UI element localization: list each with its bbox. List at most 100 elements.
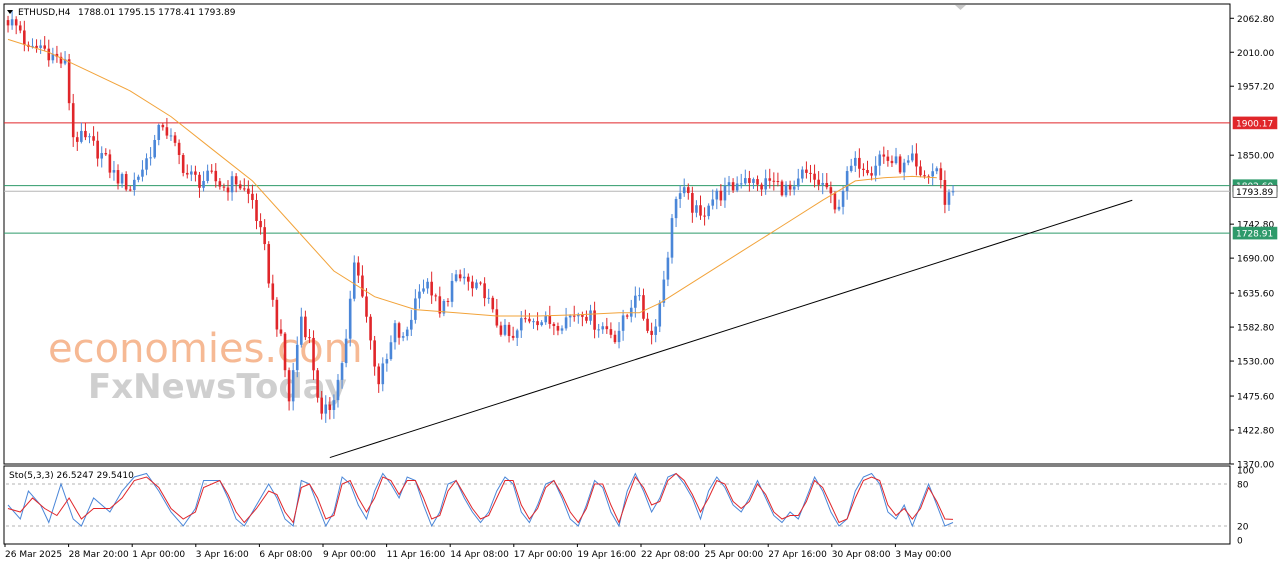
current-price-badge [1232, 184, 1278, 198]
time-tick-label: 14 Apr 08:00 [450, 550, 509, 560]
candle-body [161, 124, 165, 128]
collapse-triangle-icon[interactable] [7, 10, 13, 14]
candle-body [198, 174, 201, 188]
candle-body [80, 130, 83, 142]
candle-body [650, 330, 653, 335]
candle-body [397, 323, 401, 338]
candle-body [515, 330, 519, 338]
price-axis: 2062.802010.001957.201900.171850.001802.… [1230, 15, 1278, 471]
candle-body [870, 173, 873, 176]
time-tick-label: 3 Apr 16:00 [196, 550, 249, 560]
stochastic-signal-line [7, 472, 954, 524]
candle-body [385, 359, 389, 364]
candle-body [185, 172, 189, 175]
candle-body [348, 298, 352, 339]
price-tick-label: 1690.00 [1237, 255, 1274, 265]
price-tick-label: 1742.80 [1237, 221, 1274, 231]
candle-body [222, 186, 226, 188]
candle-body [328, 404, 332, 410]
candle-body [939, 168, 943, 181]
candle-body [638, 295, 641, 297]
candle-body [621, 315, 625, 331]
candle-body [597, 329, 600, 331]
candle-body [719, 190, 723, 201]
stochastic-tick-label: 100 [1237, 467, 1254, 477]
candle-body [312, 337, 315, 371]
candle-body [589, 310, 592, 321]
trendline-line [329, 199, 1133, 459]
candle-body [825, 182, 829, 188]
candle-body [483, 283, 486, 299]
candle-body [100, 153, 104, 159]
candle-body [23, 30, 26, 45]
candle-body [634, 295, 637, 308]
candle-body [377, 366, 381, 385]
candle-body [585, 316, 588, 321]
stochastic-tick-label: 80 [1237, 481, 1249, 491]
scroll-marker-icon[interactable] [955, 5, 966, 10]
watermark-line1: economies.com [48, 326, 363, 372]
stochastic-plot-frame [3, 465, 1231, 545]
candle-body [283, 333, 287, 371]
price-levels [4, 122, 1230, 234]
candle-body [373, 340, 376, 367]
time-tick-label: 19 Apr 16:00 [577, 550, 636, 560]
candle-body [206, 170, 209, 181]
candle-body [401, 336, 405, 338]
candle-body [564, 317, 568, 329]
support-price-badge [1232, 226, 1278, 240]
candle-body [116, 170, 120, 184]
candle-body [768, 178, 772, 181]
stochastic-indicator [6, 472, 1228, 528]
candle-body [104, 153, 108, 155]
candle-body [418, 291, 421, 299]
candle-body [817, 179, 820, 185]
time-tick-label: 11 Apr 16:00 [387, 550, 446, 560]
candle-body [935, 168, 939, 172]
candle-body [776, 181, 780, 183]
candle-body [829, 187, 833, 194]
candle-body [173, 135, 177, 143]
price-tick-label: 1475.60 [1237, 393, 1274, 403]
candle-body [923, 175, 926, 177]
candle-body [931, 171, 934, 177]
candle-body [499, 325, 503, 335]
candle-body [744, 178, 747, 184]
candle-body [601, 326, 605, 330]
candle-body [536, 321, 539, 326]
symbol-label: ETHUSD,H4 [18, 8, 71, 18]
candle-body [462, 276, 466, 279]
candle-body [194, 171, 197, 175]
candle-body [951, 191, 955, 193]
time-tick-label: 22 Apr 08:00 [641, 550, 700, 560]
candle-body [458, 274, 462, 279]
candle-body [92, 136, 95, 141]
candle-body [862, 168, 865, 170]
candle-body [524, 318, 527, 320]
time-axis: 26 Mar 2025 28 Mar 20:00 1 Apr 00:00 3 Apr … [4, 544, 952, 560]
candle-body [731, 182, 735, 191]
stochastic-tick-label: 20 [1237, 523, 1249, 533]
candle-body [625, 315, 629, 317]
candle-body [108, 154, 112, 173]
candle-body [96, 140, 99, 159]
candle-body [31, 45, 34, 47]
candle-body [658, 302, 662, 327]
candle-body [393, 323, 397, 343]
candle-body [813, 173, 816, 180]
time-tick-label: 3 May 00:00 [895, 550, 951, 560]
candle-body [727, 182, 731, 186]
support-price-label: 1728.91 [1236, 230, 1273, 240]
candle-body [430, 281, 433, 296]
candle-body [6, 20, 10, 26]
candle-body [340, 363, 344, 380]
candle-body [874, 165, 877, 176]
candle-body [51, 53, 55, 61]
time-tick-label: 28 Mar 20:00 [69, 550, 129, 560]
candle-body [703, 215, 706, 217]
candle-body [442, 300, 446, 314]
candle-body [295, 344, 299, 371]
candle-body [707, 205, 710, 217]
candle-body [426, 281, 429, 289]
